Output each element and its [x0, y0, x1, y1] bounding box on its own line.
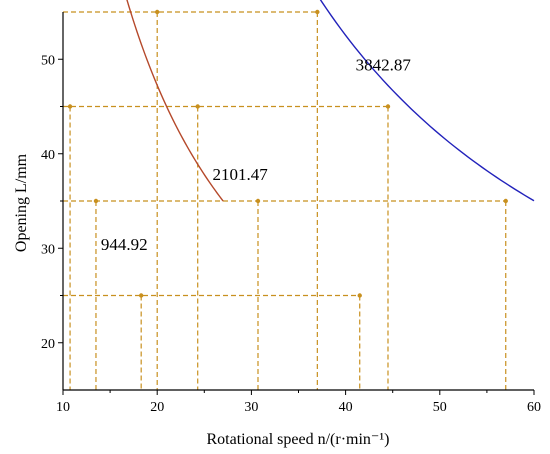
reference-point-45-1: [195, 104, 200, 109]
y-tick-label-30: 30: [41, 242, 55, 257]
x-tick-label-30: 30: [244, 400, 258, 415]
curves: [126, 0, 535, 202]
series-line-0: [126, 0, 224, 202]
x-tick-label-10: 10: [56, 400, 70, 415]
x-axis-title: Rotational speed n/(r·min⁻¹): [207, 431, 390, 448]
x-tick-label-40: 40: [339, 400, 353, 415]
x-tick-label-20: 20: [150, 400, 164, 415]
reference-point-55-0: [155, 9, 160, 15]
reference-lines: [63, 11, 507, 390]
y-tick-label-50: 50: [41, 53, 55, 68]
reference-point-35-2: [503, 198, 508, 204]
curve-annotation-2: 3842.87: [356, 56, 412, 75]
reference-point-35-1: [255, 198, 261, 204]
x-tick-label-60: 60: [527, 400, 541, 415]
reference-point-25-1: [357, 293, 362, 298]
reference-point-45-0: [67, 104, 73, 109]
reference-markers: [67, 9, 508, 298]
reference-point-25-0: [138, 293, 144, 298]
reference-point-45-2: [385, 104, 391, 109]
x-tick-label-50: 50: [433, 400, 447, 415]
curve-annotation-1: 2101.47: [212, 165, 268, 184]
y-tick-label-40: 40: [41, 148, 55, 163]
curve-annotation-0: 944.92: [101, 235, 148, 254]
reference-point-35-0: [93, 198, 99, 204]
y-tick-label-20: 20: [41, 337, 55, 352]
axes: 10 20 30 40 50 60 20 30 40 50: [41, 12, 541, 415]
annotations: 944.92 2101.47 3842.87: [101, 56, 412, 255]
reference-point-55-1: [315, 9, 320, 15]
y-axis-title: Opening L/mm: [13, 153, 30, 252]
series-line-1: [319, 0, 535, 202]
